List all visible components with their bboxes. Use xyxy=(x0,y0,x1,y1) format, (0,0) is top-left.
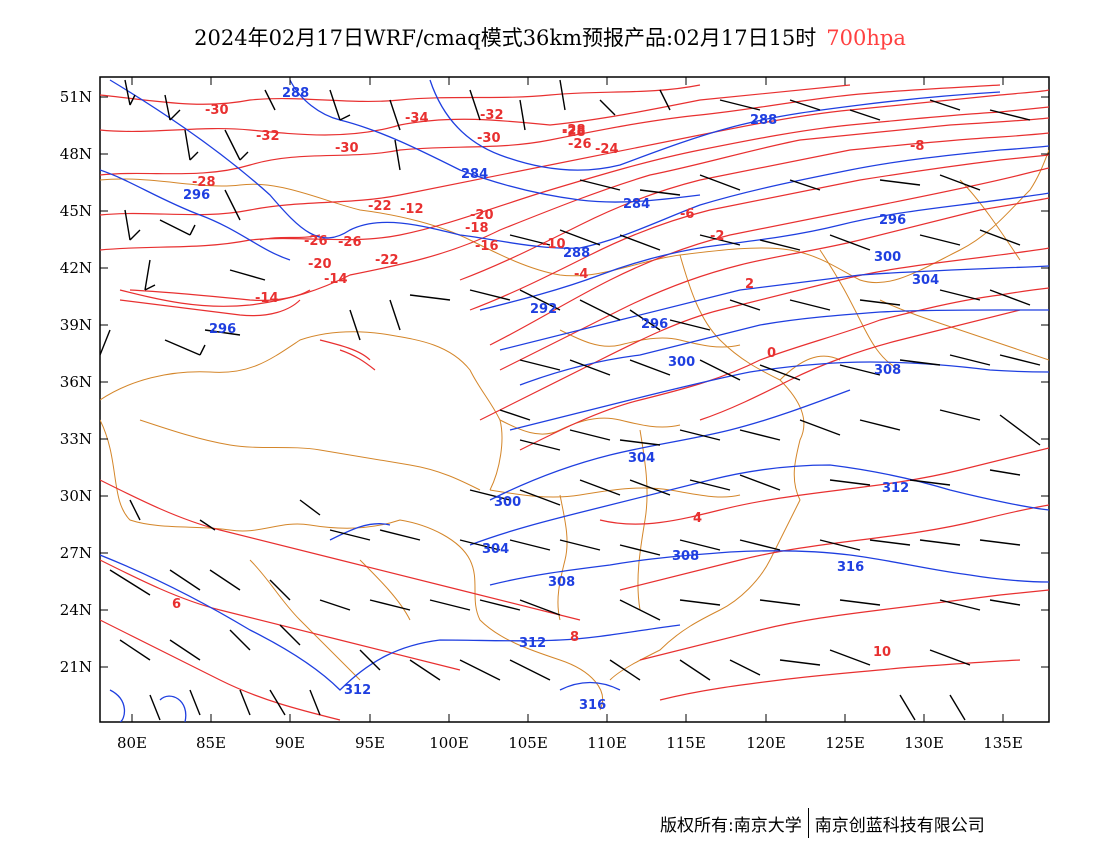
y-axis: 51N 48N 45N 42N 39N 36N 33N 30N 27N 24N … xyxy=(60,88,1049,676)
lon-tick: 130E xyxy=(904,734,944,752)
height-label: 304 xyxy=(628,451,655,466)
temp-label: -16 xyxy=(475,239,499,254)
temp-label: -22 xyxy=(368,199,392,214)
title-level: 700hpa xyxy=(826,26,906,50)
height-label: 284 xyxy=(461,167,488,182)
chart-title: 2024年02月17日WRF/cmaq模式36km预报产品:02月17日15时 7… xyxy=(0,22,1100,52)
height-label: 296 xyxy=(209,322,236,337)
height-label: 296 xyxy=(879,213,906,228)
temp-label: -10 xyxy=(542,237,566,252)
height-label: 304 xyxy=(482,542,509,557)
height-label: 304 xyxy=(912,273,939,288)
height-label: 288 xyxy=(563,246,590,261)
lon-tick: 125E xyxy=(825,734,865,752)
height-label: 308 xyxy=(548,575,575,590)
lon-tick: 110E xyxy=(587,734,627,752)
temp-label: -28 xyxy=(562,125,586,140)
lon-tick: 100E xyxy=(429,734,469,752)
temp-label: 0 xyxy=(767,346,776,361)
lon-tick: 85E xyxy=(196,734,226,752)
lon-tick: 80E xyxy=(117,734,147,752)
temp-label: -14 xyxy=(255,291,279,306)
temp-label: -8 xyxy=(910,139,924,154)
lat-tick: 24N xyxy=(60,601,92,619)
lat-tick: 51N xyxy=(60,88,92,106)
temp-label: -18 xyxy=(465,221,489,236)
lat-tick: 33N xyxy=(60,430,92,448)
wind-barbs xyxy=(100,79,1041,721)
lat-tick: 27N xyxy=(60,544,92,562)
temp-label: -20 xyxy=(470,208,494,223)
lat-tick: 45N xyxy=(60,202,92,220)
temp-label: -4 xyxy=(574,267,588,282)
lat-tick: 42N xyxy=(60,259,92,277)
height-label: 312 xyxy=(882,481,909,496)
height-label: 284 xyxy=(623,197,650,212)
height-label: 300 xyxy=(874,250,901,265)
temp-label: 10 xyxy=(873,645,891,660)
height-label: 308 xyxy=(672,549,699,564)
temp-label: 2 xyxy=(745,277,754,292)
height-label: 308 xyxy=(874,363,901,378)
province-borders xyxy=(100,149,1049,711)
x-axis: 80E 85E 90E 95E 100E 105E 110E 115E 120E… xyxy=(117,77,1023,752)
temp-label: -22 xyxy=(375,253,399,268)
temp-label: -14 xyxy=(324,272,348,287)
height-label: 316 xyxy=(837,560,864,575)
lat-tick: 36N xyxy=(60,373,92,391)
footer-divider xyxy=(807,808,809,838)
height-label: 300 xyxy=(668,355,695,370)
temp-label: -32 xyxy=(256,129,280,144)
temperature-labels: -30 -32 -34 -32 -30 -28 -26 -24 -22 -20 … xyxy=(172,103,924,660)
temp-label: 8 xyxy=(570,630,579,645)
title-main: 2024年02月17日WRF/cmaq模式36km预报产品:02月17日15时 xyxy=(194,26,817,50)
lon-tick: 120E xyxy=(746,734,786,752)
temp-label: -32 xyxy=(480,108,504,123)
temp-label: -20 xyxy=(308,257,332,272)
height-label: 288 xyxy=(750,113,777,128)
temp-label: -2 xyxy=(710,229,724,244)
lon-tick: 105E xyxy=(508,734,548,752)
height-label: 296 xyxy=(183,188,210,203)
temp-label: -34 xyxy=(405,111,429,126)
height-label: 292 xyxy=(530,302,557,317)
height-label: 288 xyxy=(282,86,309,101)
temp-label: -30 xyxy=(477,131,501,146)
temp-label: 6 xyxy=(172,597,181,612)
lon-tick: 135E xyxy=(983,734,1023,752)
lon-tick: 115E xyxy=(666,734,706,752)
temp-label: -28 xyxy=(192,175,216,190)
height-label: 296 xyxy=(641,317,668,332)
temp-label: -24 xyxy=(595,142,619,157)
copyright-footer: 版权所有:南京大学 南京创蓝科技有限公司 xyxy=(660,808,985,838)
height-label: 312 xyxy=(344,683,371,698)
temp-label: -6 xyxy=(680,207,694,222)
lat-tick: 30N xyxy=(60,487,92,505)
temp-label: 4 xyxy=(693,511,702,526)
copyright-left: 版权所有:南京大学 xyxy=(660,815,802,836)
lon-tick: 90E xyxy=(275,734,305,752)
temp-label: -26 xyxy=(304,234,328,249)
height-labels: 288 288 284 284 288 292 296 296 296 300 … xyxy=(183,86,939,713)
lat-tick: 48N xyxy=(60,145,92,163)
temp-label: -28 xyxy=(562,123,586,138)
lon-tick: 95E xyxy=(355,734,385,752)
height-label: 300 xyxy=(494,495,521,510)
temp-label: -26 xyxy=(338,235,362,250)
temp-label: -26 xyxy=(568,137,592,152)
height-label: 312 xyxy=(519,636,546,651)
lat-tick: 39N xyxy=(60,316,92,334)
height-contours xyxy=(100,79,1049,722)
isotherms xyxy=(100,84,1049,721)
copyright-right: 南京创蓝科技有限公司 xyxy=(814,815,985,836)
temp-label: -12 xyxy=(400,202,424,217)
lat-tick: 21N xyxy=(60,658,92,676)
height-label: 316 xyxy=(579,698,606,713)
temp-label: -30 xyxy=(335,141,359,156)
temp-label: -30 xyxy=(205,103,229,118)
